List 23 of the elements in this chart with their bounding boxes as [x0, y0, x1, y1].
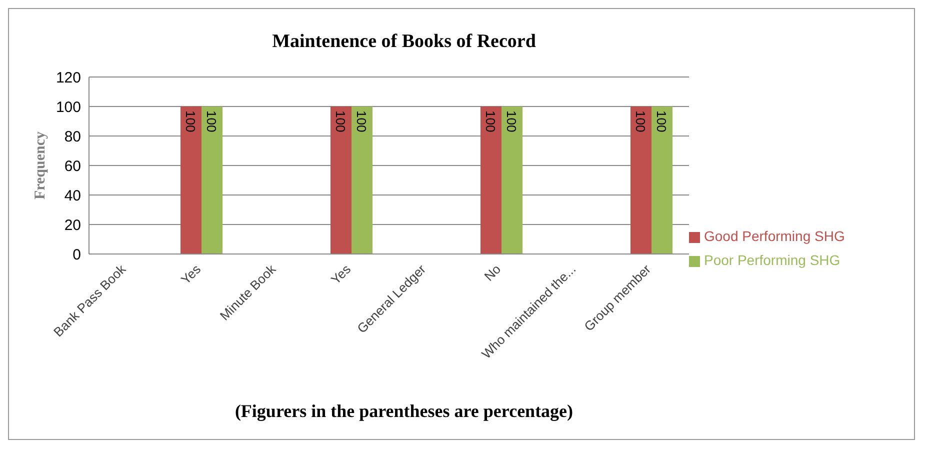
y-tick-label: 120 [56, 69, 81, 86]
y-tick-label: 20 [64, 216, 81, 234]
data-label: 100 [504, 110, 519, 132]
x-tick-label: Yes [178, 261, 204, 288]
text: (Figurers in the parentheses are percentage) [234, 401, 574, 422]
y-tick-label: 60 [64, 158, 81, 175]
y-tick-label: 0 [72, 246, 81, 264]
legend-label: Good Performing SHG [704, 228, 845, 244]
data-label: 100 [183, 110, 198, 132]
data-label: 100 [204, 110, 219, 132]
x-tick-label: No [481, 262, 504, 284]
legend-label: Poor Performing SHG [704, 252, 840, 268]
data-label: 100 [354, 110, 369, 132]
y-axis-title: Frequency [32, 130, 48, 200]
y-tick-label: 80 [64, 128, 81, 146]
x-tick-label: Yes [328, 261, 354, 288]
y-tick-label: 40 [64, 187, 81, 204]
data-label: 100 [483, 110, 498, 132]
chart-title: Maintenence of Books of Record [271, 31, 537, 53]
data-label: 100 [633, 110, 648, 132]
data-label: 100 [654, 110, 669, 132]
data-label: 100 [333, 110, 348, 132]
y-tick-label: 100 [56, 98, 81, 116]
